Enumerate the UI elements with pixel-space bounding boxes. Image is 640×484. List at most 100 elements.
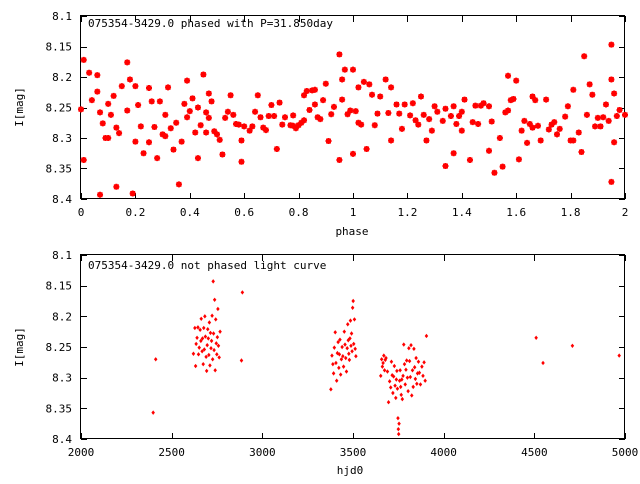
data-point-cross xyxy=(116,130,123,137)
plot-frame xyxy=(80,254,625,439)
data-point-cross xyxy=(194,155,201,162)
data-point-cross xyxy=(97,109,104,116)
data-point xyxy=(570,343,575,348)
data-point-cross xyxy=(420,111,427,118)
x-axis-label: phase xyxy=(335,225,368,238)
data-point-cross xyxy=(396,110,403,117)
data-point xyxy=(541,360,545,366)
data-point-cross xyxy=(382,76,389,83)
data-point-cross xyxy=(583,111,590,118)
data-point xyxy=(208,363,212,368)
data-point xyxy=(396,415,400,421)
data-point-cross xyxy=(113,124,120,131)
data-point xyxy=(199,316,203,321)
data-point xyxy=(209,338,214,344)
data-point-cross xyxy=(322,80,329,87)
data-point xyxy=(351,298,355,304)
data-point-cross xyxy=(137,123,144,130)
data-point xyxy=(200,336,205,341)
data-point-cross xyxy=(186,108,193,115)
y-tick-label: 8.3 xyxy=(52,372,72,385)
data-point-cross xyxy=(216,136,223,143)
data-point-cross xyxy=(184,114,191,121)
data-point xyxy=(212,297,217,302)
data-point-cross xyxy=(360,78,367,85)
y-tick-label: 8.2 xyxy=(52,310,72,323)
data-point-cross xyxy=(208,98,215,105)
data-point xyxy=(213,368,217,373)
data-point-cross xyxy=(515,156,522,163)
data-point xyxy=(394,377,399,382)
data-point-cross xyxy=(132,138,139,145)
data-point-cross xyxy=(295,122,302,129)
data-point-cross xyxy=(434,108,441,115)
data-point-cross xyxy=(600,114,607,121)
data-point xyxy=(412,365,417,370)
x-tick-label: 0 xyxy=(78,206,85,219)
data-point-cross xyxy=(502,109,509,116)
data-point-cross xyxy=(622,111,628,118)
data-point-cross xyxy=(398,125,405,132)
data-point-cross xyxy=(271,113,278,120)
x-tick-label: 5000 xyxy=(612,446,639,459)
data-point-cross xyxy=(330,103,337,110)
x-tick-label: 2000 xyxy=(68,446,95,459)
data-point xyxy=(353,346,357,352)
data-point-cross xyxy=(442,105,449,112)
data-point xyxy=(209,346,213,351)
data-point xyxy=(389,359,394,364)
data-point xyxy=(407,346,411,351)
data-point xyxy=(397,421,401,426)
data-point xyxy=(399,392,403,398)
data-point-cross xyxy=(486,147,492,154)
data-point xyxy=(334,378,339,383)
y-tick-label: 8.3 xyxy=(52,132,72,145)
data-point-cross xyxy=(581,53,588,60)
data-point-cross xyxy=(203,109,210,116)
data-point-cross xyxy=(586,81,593,88)
data-point xyxy=(348,318,353,323)
data-point-cross xyxy=(241,123,248,130)
data-point xyxy=(337,352,342,357)
data-point xyxy=(212,347,216,353)
data-point-cross xyxy=(118,83,125,90)
data-point-cross xyxy=(589,91,596,98)
data-point-cross xyxy=(132,83,139,90)
data-point xyxy=(415,381,419,386)
data-point xyxy=(193,325,197,331)
data-point xyxy=(205,342,209,348)
data-point xyxy=(411,384,415,390)
data-point xyxy=(197,345,201,350)
x-tick-label: 3000 xyxy=(249,446,276,459)
data-point-cross xyxy=(616,106,623,113)
data-point xyxy=(423,378,427,383)
data-point-cross xyxy=(301,92,308,99)
data-point xyxy=(215,334,220,340)
data-point xyxy=(206,336,211,341)
data-point-cross xyxy=(466,156,473,163)
x-tick-label: 1.2 xyxy=(397,206,417,219)
data-point xyxy=(422,360,426,365)
data-point-cross xyxy=(562,113,569,120)
data-point xyxy=(196,352,201,357)
data-point-cross xyxy=(124,59,131,66)
data-point xyxy=(345,322,350,327)
data-point-cross xyxy=(314,114,321,121)
data-point-cross xyxy=(418,93,424,100)
data-point-cross xyxy=(554,131,560,138)
data-point-cross xyxy=(97,191,104,198)
data-point-cross xyxy=(214,131,220,138)
data-point xyxy=(384,355,388,361)
x-tick-label: 1.6 xyxy=(506,206,526,219)
data-point-cross xyxy=(254,92,261,99)
data-point-cross xyxy=(222,114,229,121)
data-point-cross xyxy=(224,108,231,115)
data-point xyxy=(416,359,421,364)
data-point xyxy=(204,368,209,374)
data-point-cross xyxy=(126,76,133,83)
data-point xyxy=(534,335,538,340)
data-point xyxy=(617,353,621,358)
y-tick-label: 8.2 xyxy=(52,71,72,84)
data-point xyxy=(195,335,199,340)
x-tick-label: 4000 xyxy=(430,446,457,459)
